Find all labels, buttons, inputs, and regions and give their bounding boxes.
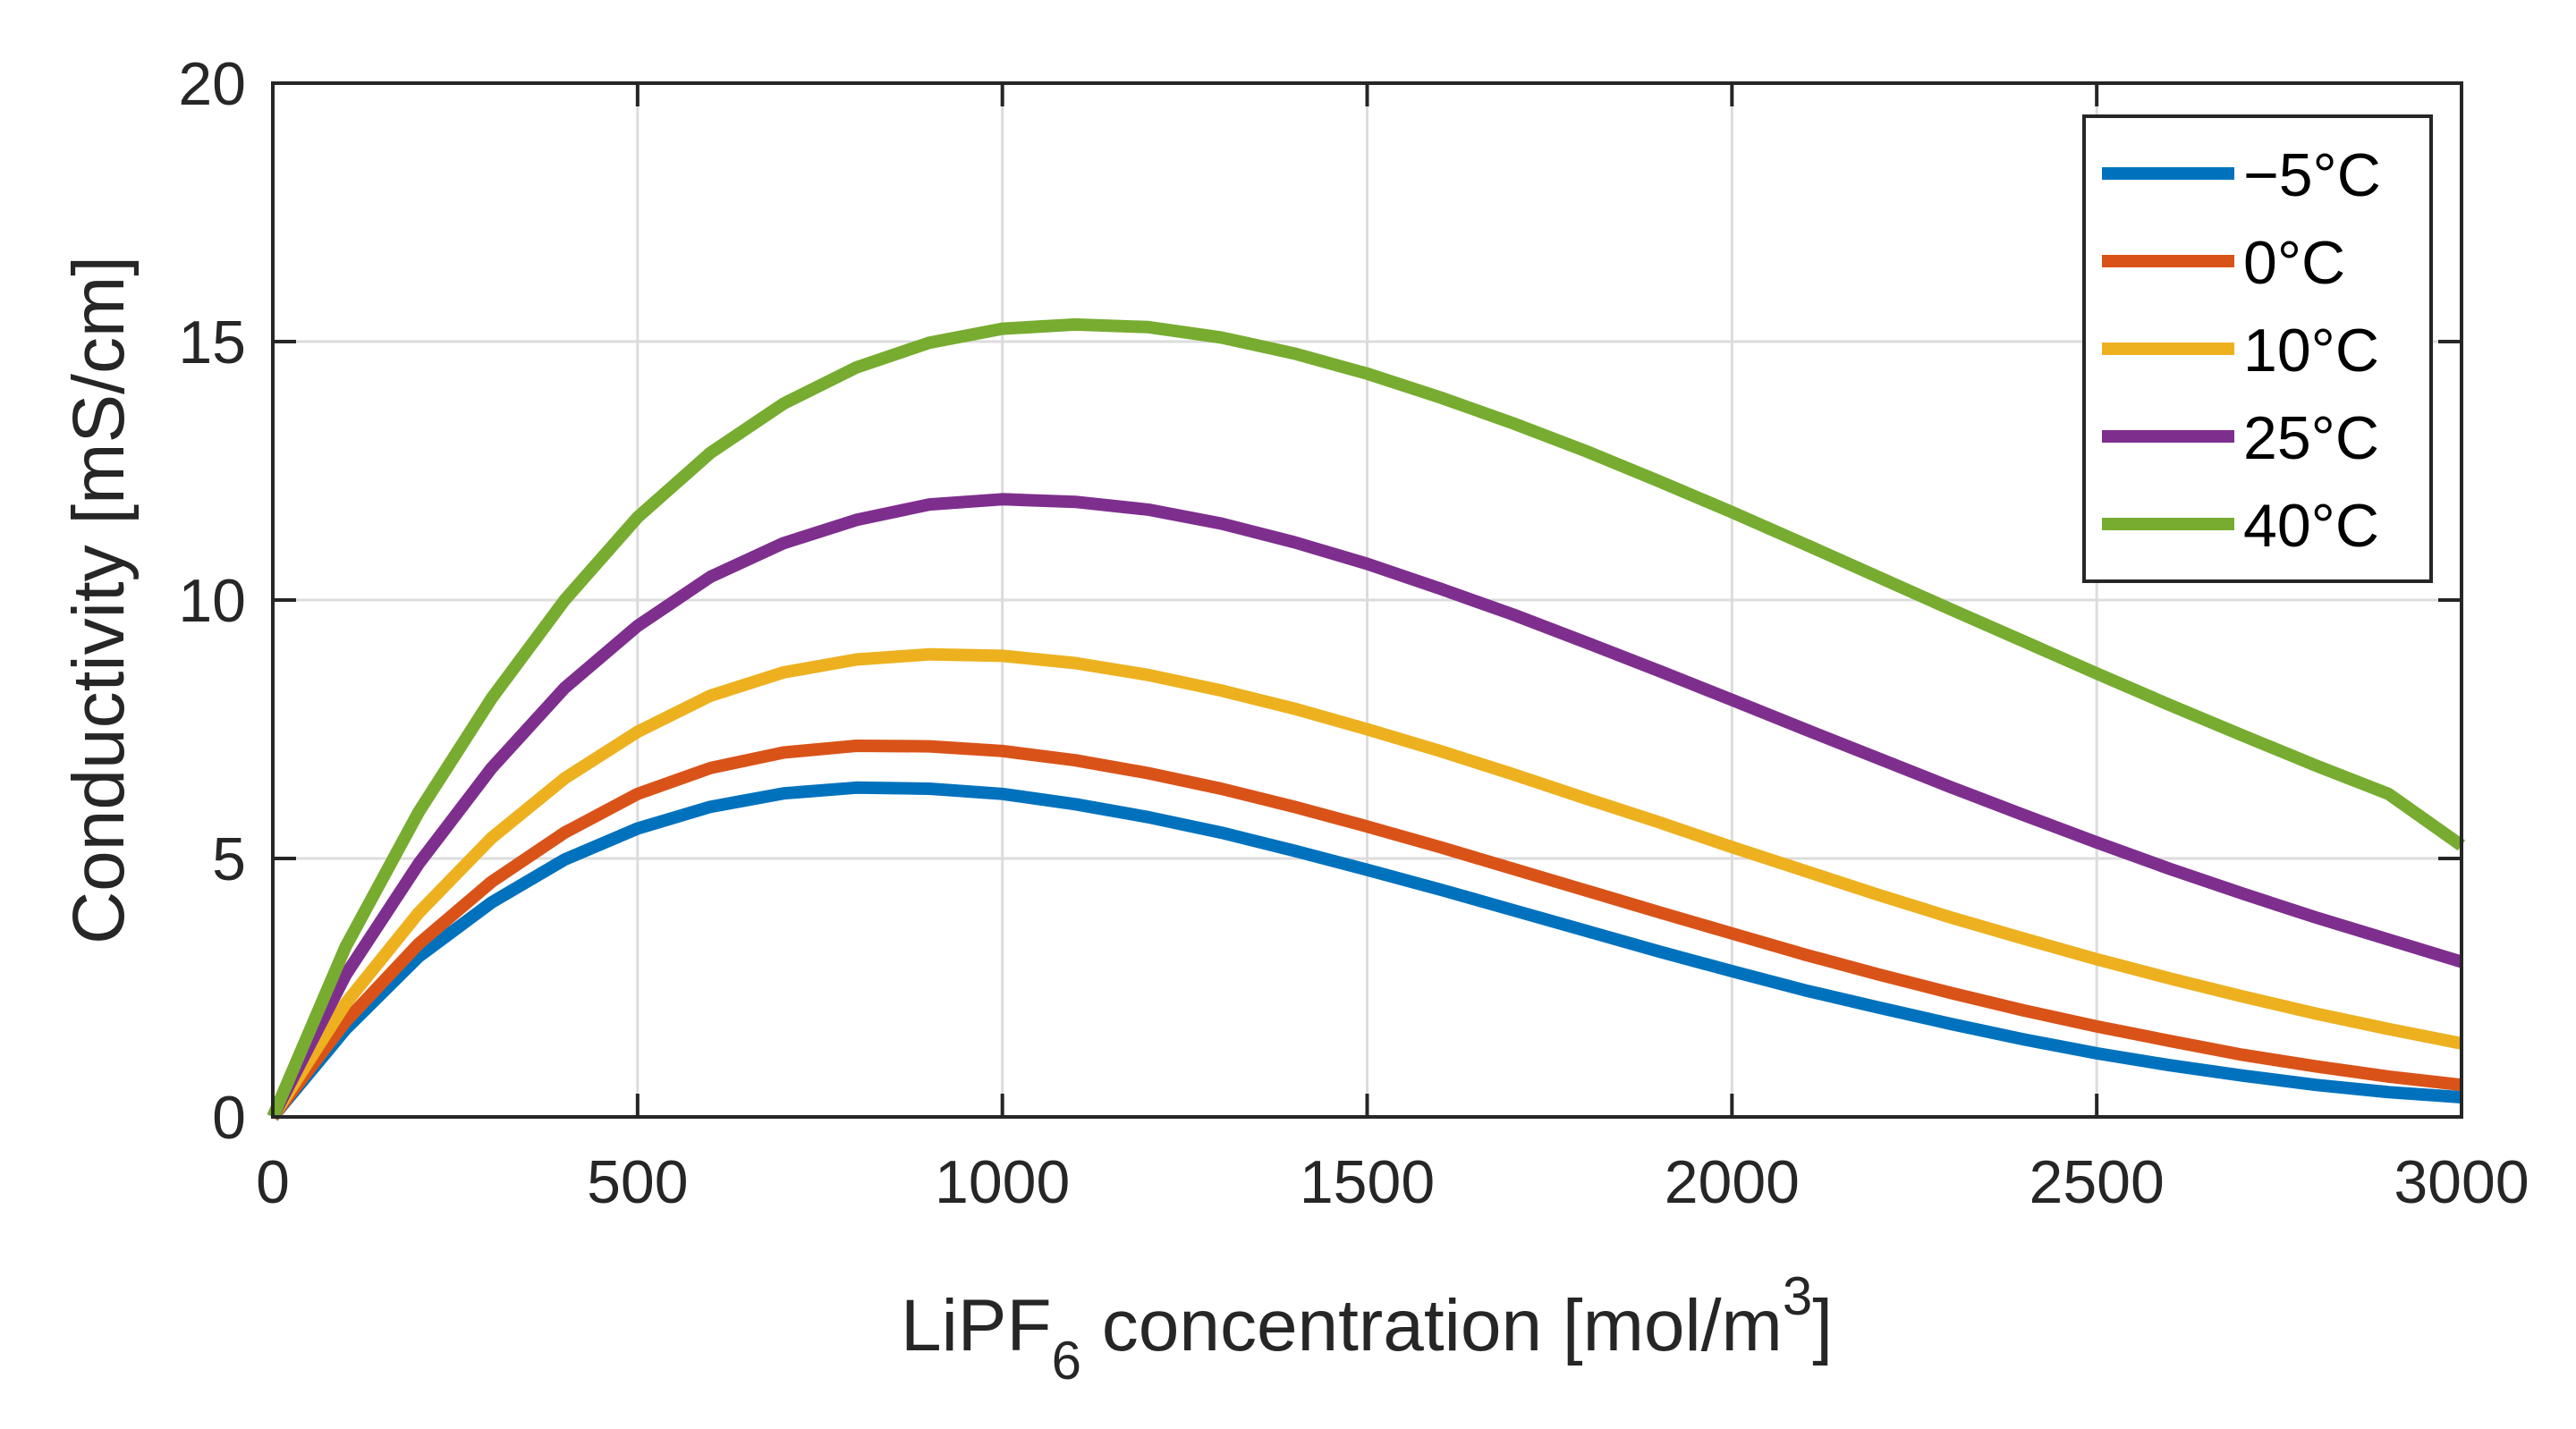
legend-label-4: 40°C [2243,492,2379,560]
legend-label-0: −5°C [2243,141,2381,209]
grid [273,83,2462,1117]
x-tick-label-2000: 2000 [1665,1148,1800,1216]
y-tick-label-10: 10 [178,567,246,635]
y-tick-label-15: 15 [178,309,246,376]
x-axis-label: LiPF6 concentration [mol/m3] [901,1266,1833,1391]
axis-ticks [271,81,2463,1119]
x-tick-label-0: 0 [256,1148,290,1216]
legend: −5°C 0°C 10°C 25°C 40°C [2082,114,2433,583]
y-tick-labels: 0 5 10 15 20 [178,50,246,1152]
series-line-2 [267,647,2463,1120]
y-tick-label-0: 0 [212,1084,246,1152]
x-tick-label-1500: 1500 [1300,1148,1435,1216]
y-tick-label-5: 5 [212,825,246,893]
series-line-1 [267,740,2462,1121]
x-tick-label-1000: 1000 [935,1148,1070,1216]
series-line-0 [267,781,2462,1121]
series-line-4 [267,317,2466,1120]
legend-label-3: 25°C [2243,404,2379,472]
legend-label-2: 10°C [2243,317,2379,385]
x-tick-label-3000: 3000 [2394,1148,2529,1216]
y-axis-label: Conductivity [mS/cm] [58,256,140,944]
x-tick-labels: 0 500 1000 1500 2000 2500 3000 [256,1148,2529,1216]
series-lines [267,317,2466,1121]
series-line-3 [267,493,2464,1120]
y-tick-label-20: 20 [178,50,246,118]
x-tick-label-2500: 2500 [2029,1148,2165,1216]
x-tick-label-500: 500 [587,1148,688,1216]
legend-label-1: 0°C [2243,229,2345,297]
